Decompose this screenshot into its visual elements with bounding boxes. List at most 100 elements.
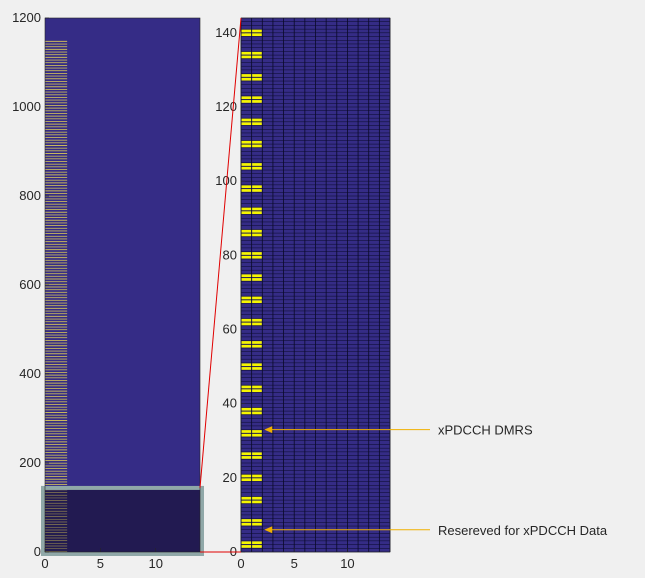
dmrs-cell bbox=[252, 452, 262, 456]
dmrs-cell bbox=[252, 33, 262, 37]
dmrs-cell bbox=[252, 51, 262, 55]
dmrs-cell bbox=[252, 407, 262, 411]
dmrs-cell bbox=[241, 296, 252, 300]
dmrs-cell bbox=[252, 519, 262, 522]
dmrs-cell bbox=[252, 456, 262, 459]
dmrs-cell bbox=[252, 318, 262, 322]
dmrs-cell bbox=[241, 456, 252, 459]
dmrs-cell bbox=[252, 163, 262, 166]
zoomed-grid-ytick-label: 80 bbox=[223, 247, 237, 262]
dmrs-cell bbox=[241, 185, 252, 189]
dmrs-cell bbox=[241, 452, 252, 456]
dmrs-cell bbox=[241, 29, 252, 33]
dmrs-cell bbox=[241, 385, 252, 389]
dmrs-cell bbox=[241, 430, 252, 433]
dmrs-cell bbox=[241, 433, 252, 437]
dmrs-cell bbox=[252, 96, 262, 100]
zoomed-grid-axes: 0510020406080100120140 bbox=[215, 17, 391, 571]
dmrs-cell bbox=[252, 522, 262, 526]
dmrs-cell bbox=[252, 385, 262, 389]
dmrs-cell bbox=[241, 274, 252, 278]
zoomed-grid-xtick-label: 10 bbox=[340, 556, 354, 571]
dmrs-cell bbox=[241, 207, 252, 211]
dmrs-cell bbox=[241, 140, 252, 144]
zoomed-grid-xtick-label: 5 bbox=[291, 556, 298, 571]
dmrs-cell bbox=[241, 144, 252, 148]
dmrs-cell bbox=[252, 363, 262, 367]
dmrs-cell bbox=[252, 545, 262, 548]
dmrs-cell bbox=[252, 300, 262, 304]
dmrs-cell bbox=[241, 122, 252, 126]
dmrs-cell bbox=[241, 318, 252, 322]
dmrs-cell bbox=[252, 433, 262, 437]
zoomed-grid-xtick-label: 0 bbox=[237, 556, 244, 571]
dmrs-cell bbox=[241, 77, 252, 81]
dmrs-cell bbox=[241, 211, 252, 215]
full-grid-ytick-label: 800 bbox=[19, 188, 41, 203]
dmrs-cell bbox=[241, 389, 252, 393]
dmrs-cell bbox=[252, 500, 262, 504]
dmrs-cell bbox=[252, 322, 262, 326]
full-grid-xtick-label: 5 bbox=[97, 556, 104, 571]
dmrs-cell bbox=[252, 389, 262, 393]
dmrs-cell bbox=[241, 522, 252, 526]
dmrs-cells bbox=[241, 29, 262, 548]
dmrs-cell bbox=[252, 55, 262, 59]
full-grid-ytick-label: 1000 bbox=[12, 99, 41, 114]
zoom-region-frame bbox=[41, 485, 204, 557]
zoom-region-shade bbox=[45, 487, 200, 552]
dmrs-cell bbox=[241, 344, 252, 348]
dmrs-cell bbox=[252, 207, 262, 211]
dmrs-cell bbox=[241, 55, 252, 59]
annotation-label: Resereved for xPDCCH Data bbox=[438, 523, 608, 538]
dmrs-cell bbox=[252, 122, 262, 126]
dmrs-cell bbox=[252, 296, 262, 300]
annotations: xPDCCH DMRS Resereved for xPDCCH Data bbox=[264, 423, 608, 538]
zoomed-grid-ytick-label: 120 bbox=[215, 99, 237, 114]
dmrs-cell bbox=[241, 496, 252, 500]
dmrs-cell bbox=[241, 322, 252, 326]
dmrs-cell bbox=[252, 496, 262, 500]
dmrs-cell bbox=[241, 278, 252, 281]
zoom-connector-top bbox=[199, 17, 242, 488]
annotation-arrowhead bbox=[264, 426, 273, 434]
dmrs-cell bbox=[241, 545, 252, 548]
full-grid-ytick-label: 0 bbox=[34, 544, 41, 559]
dmrs-cell bbox=[252, 255, 262, 259]
dmrs-cell bbox=[252, 233, 262, 237]
zoomed-grid-ytick-label: 20 bbox=[223, 470, 237, 485]
dmrs-cell bbox=[241, 478, 252, 482]
dmrs-cell bbox=[241, 118, 252, 122]
dmrs-cell bbox=[241, 341, 252, 344]
dmrs-cell bbox=[241, 500, 252, 504]
full-grid-background bbox=[45, 18, 200, 552]
dmrs-cell bbox=[241, 519, 252, 522]
dmrs-cell bbox=[252, 118, 262, 122]
dmrs-cell bbox=[241, 252, 252, 255]
zoomed-grid-ytick-label: 40 bbox=[223, 396, 237, 411]
dmrs-cell bbox=[241, 233, 252, 237]
dmrs-cell bbox=[252, 411, 262, 415]
dmrs-cell bbox=[252, 74, 262, 77]
dmrs-cell bbox=[241, 189, 252, 192]
dmrs-cell bbox=[241, 367, 252, 370]
dmrs-cell bbox=[252, 274, 262, 278]
dmrs-cell bbox=[252, 189, 262, 192]
dmrs-cell bbox=[252, 144, 262, 148]
dmrs-cell bbox=[252, 367, 262, 370]
dmrs-cell bbox=[241, 74, 252, 77]
dmrs-cell bbox=[241, 51, 252, 55]
dmrs-cell bbox=[252, 541, 262, 545]
dmrs-cell bbox=[252, 252, 262, 255]
dmrs-cell bbox=[252, 29, 262, 33]
dmrs-cell bbox=[252, 211, 262, 215]
dmrs-cell bbox=[241, 300, 252, 304]
zoomed-grid-ytick-label: 140 bbox=[215, 25, 237, 40]
dmrs-cell bbox=[252, 478, 262, 482]
zoomed-grid-ytick-label: 100 bbox=[215, 173, 237, 188]
dmrs-cell bbox=[252, 77, 262, 81]
dmrs-cell bbox=[241, 411, 252, 415]
dmrs-cell bbox=[252, 430, 262, 433]
full-grid-ytick-label: 200 bbox=[19, 455, 41, 470]
dmrs-cell bbox=[252, 341, 262, 344]
